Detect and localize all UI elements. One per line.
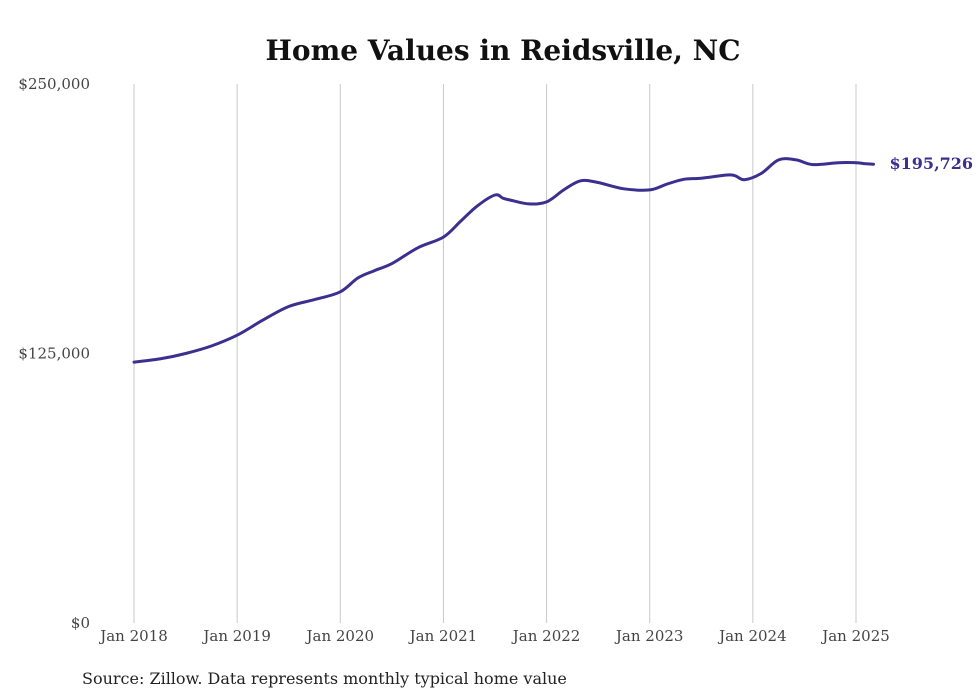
x-tick-label: Jan 2019 bbox=[201, 627, 271, 645]
chart-title: Home Values in Reidsville, NC bbox=[265, 34, 740, 67]
x-tick-label: Jan 2023 bbox=[614, 627, 684, 645]
x-tick-label: Jan 2025 bbox=[820, 627, 890, 645]
series-line-0 bbox=[132, 157, 875, 364]
y-tick-label: $0 bbox=[71, 614, 90, 632]
x-tick-label: Jan 2020 bbox=[305, 627, 375, 645]
x-tick-label: Jan 2024 bbox=[717, 627, 787, 645]
y-tick-label: $125,000 bbox=[18, 345, 90, 363]
x-tick-label: Jan 2021 bbox=[408, 627, 478, 645]
y-tick-label: $250,000 bbox=[18, 75, 90, 93]
series-layer: $195,726 bbox=[132, 154, 974, 364]
series-end-label: $195,726 bbox=[890, 154, 974, 173]
x-tick-label: Jan 2022 bbox=[511, 627, 581, 645]
grid-lines bbox=[133, 84, 857, 623]
y-axis-ticks: $0 $125,000 $250,000 bbox=[18, 75, 90, 632]
x-axis-ticks: Jan 2018 Jan 2019 Jan 2020 Jan 2021 Jan 2022… bbox=[98, 627, 890, 645]
x-tick-label: Jan 2018 bbox=[98, 627, 168, 645]
source-note: Source: Zillow. Data represents monthly … bbox=[82, 669, 567, 688]
